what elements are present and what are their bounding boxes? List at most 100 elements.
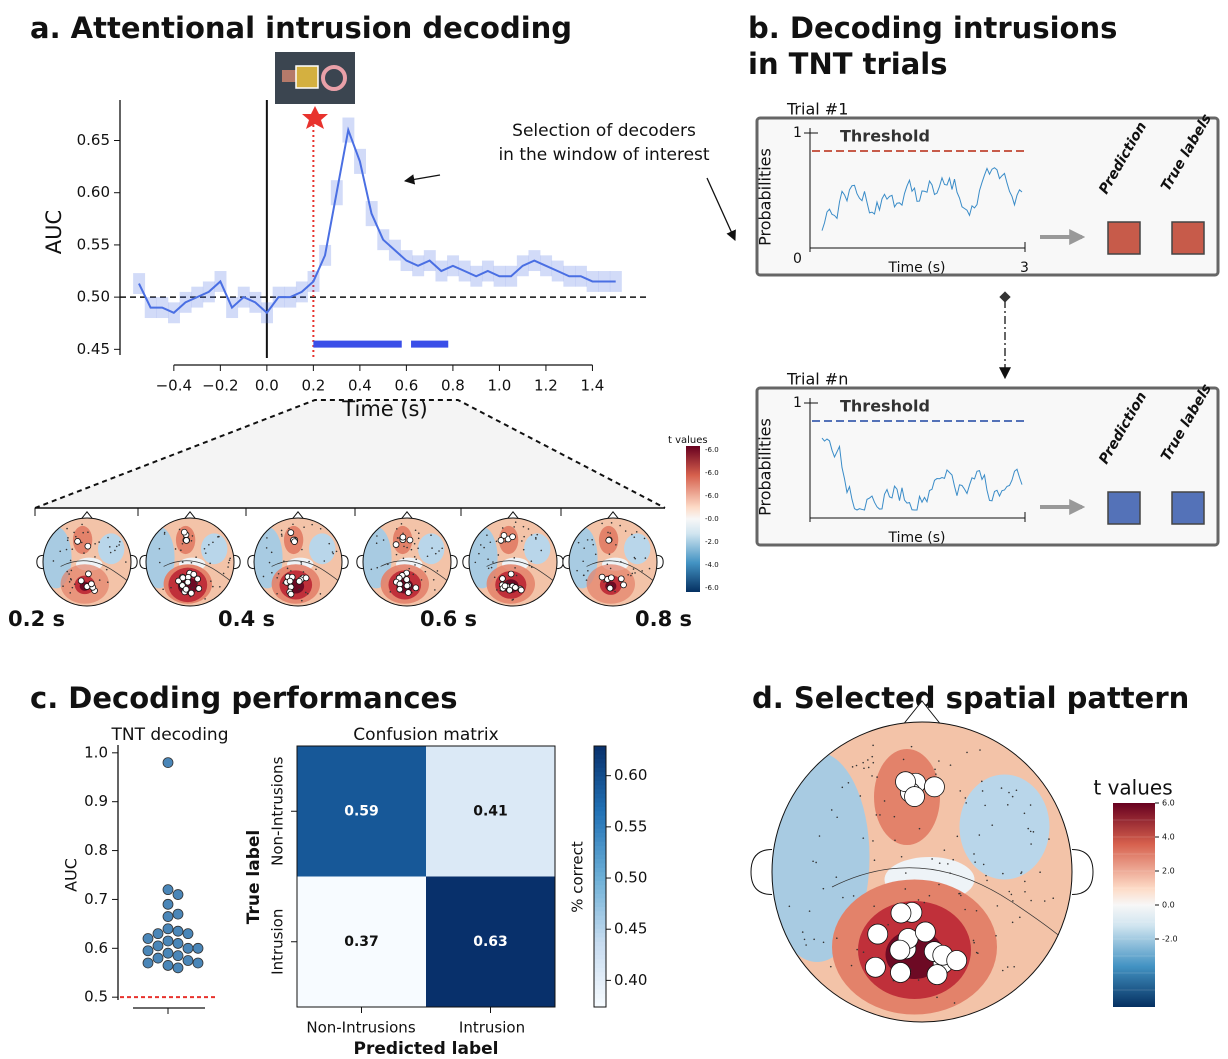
sig-sensor	[606, 584, 614, 592]
sig-sensor	[399, 533, 407, 541]
y-tick-label: 0.8	[84, 841, 108, 859]
sensor	[290, 570, 292, 572]
colorbar-step	[594, 841, 606, 847]
sensor	[395, 528, 398, 530]
sensor	[436, 570, 439, 572]
sensor	[229, 557, 231, 560]
sensor	[856, 948, 858, 951]
sensor	[1020, 872, 1022, 875]
sig-sensor	[507, 570, 515, 578]
nose	[184, 511, 196, 519]
colorbar-step	[594, 798, 606, 804]
sensor	[1013, 965, 1015, 968]
sensor	[382, 539, 385, 541]
cell-label: 0.63	[473, 934, 508, 950]
sensor	[492, 561, 494, 563]
sensor	[977, 952, 979, 955]
sensor	[298, 588, 300, 591]
sensor	[62, 585, 64, 588]
sensor	[268, 561, 271, 564]
colorbar-tick-label: 0.60	[614, 766, 647, 784]
colorbar	[1113, 803, 1155, 1007]
topomap	[36, 511, 138, 607]
x-tick-label: 1.2	[534, 377, 558, 395]
diagram: Trial #1 1 0 3 Time (s) Probabilities Threshol…	[755, 100, 1220, 547]
sig-sensor	[617, 575, 625, 583]
stimulus-image	[275, 52, 355, 104]
point	[162, 923, 174, 935]
sensor	[862, 837, 865, 839]
sensor	[418, 532, 420, 534]
sensor	[648, 567, 651, 570]
sensor	[408, 567, 411, 570]
sensor	[281, 535, 283, 537]
sensor	[923, 901, 926, 904]
colorbar-tick-label: 4.0	[1162, 833, 1175, 842]
topomap	[139, 511, 241, 607]
sensor	[69, 592, 72, 594]
colorbar-step	[594, 846, 606, 851]
sensor	[530, 566, 533, 568]
sensor	[830, 965, 832, 968]
sensor	[1012, 900, 1014, 902]
sensor	[1052, 897, 1055, 899]
point	[192, 942, 204, 954]
colorbar-tick-label: -2.0	[705, 538, 719, 546]
sensor	[1020, 871, 1023, 873]
x-tick-label: 1.0	[487, 377, 511, 395]
sensor	[956, 835, 959, 838]
significance-bar	[411, 340, 449, 348]
nose	[81, 511, 93, 519]
sensor	[303, 526, 305, 528]
contour	[831, 867, 1072, 963]
sensor	[1023, 812, 1026, 815]
sensor	[812, 860, 814, 863]
sensor	[94, 543, 96, 545]
colorbar-step	[594, 772, 606, 777]
panel-title: c. Decoding performances	[30, 681, 457, 715]
colorbar-step	[594, 998, 606, 1004]
y-tick-label: 0.9	[84, 792, 108, 810]
threshold-label: Threshold	[840, 397, 930, 416]
sensor	[98, 541, 100, 543]
sensor	[71, 586, 74, 589]
sensor	[836, 937, 838, 940]
sensor	[1048, 838, 1050, 840]
ear	[450, 554, 458, 570]
sensor	[276, 592, 278, 595]
colorbar-step	[594, 985, 606, 991]
y-tick-label: 0.55	[77, 235, 110, 253]
sensor	[81, 523, 83, 526]
x-tick-label: 0.2	[301, 377, 325, 395]
sensor	[1008, 791, 1010, 794]
y-tick-label: 1.0	[84, 743, 108, 761]
sensor	[87, 531, 89, 533]
sig-sensor	[175, 577, 182, 585]
colorbar-step	[594, 789, 606, 795]
sensor	[67, 537, 69, 539]
sensor	[496, 589, 498, 591]
sensor	[594, 553, 597, 556]
sensor	[301, 599, 303, 602]
sensor	[996, 905, 999, 907]
topomap-fill	[43, 518, 131, 606]
topomap	[462, 511, 564, 607]
sensor	[893, 815, 896, 818]
sensor	[818, 835, 821, 837]
sensor	[403, 545, 405, 548]
sig-sensor	[867, 923, 889, 945]
sensor	[535, 536, 537, 539]
sensor	[71, 548, 74, 550]
blue-blob	[418, 533, 445, 565]
y-label: Probabilities	[756, 418, 775, 516]
sensor	[438, 550, 440, 552]
blue-blob	[146, 526, 175, 589]
sensor	[109, 551, 112, 554]
x-label: Time (s)	[888, 530, 946, 546]
ear	[130, 554, 138, 570]
colorbar-step	[594, 746, 606, 751]
sensor	[417, 547, 419, 550]
sensor	[319, 593, 322, 595]
sensor	[396, 537, 399, 539]
sensor	[506, 580, 508, 583]
